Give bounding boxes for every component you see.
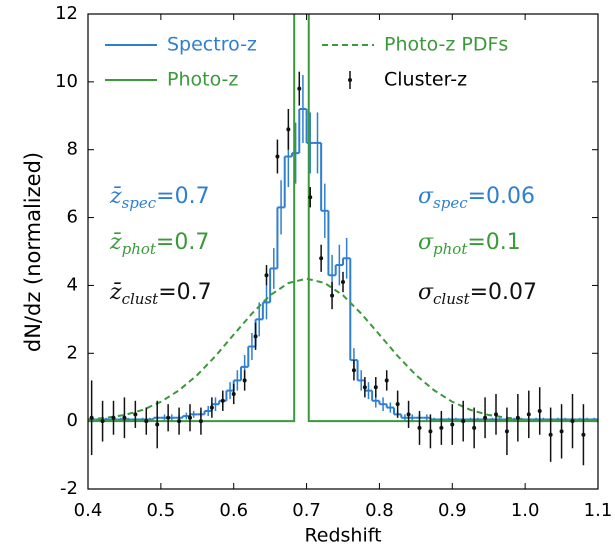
point xyxy=(570,419,575,424)
legend-label: Photo-z PDFs xyxy=(384,34,508,56)
y-axis-label: dN/dz (normalized) xyxy=(21,152,45,352)
x-tick-label: 0.6 xyxy=(219,500,248,521)
x-tick-label: 0.8 xyxy=(365,500,394,521)
y-tick-label: 0 xyxy=(67,410,78,431)
point xyxy=(515,415,520,420)
point xyxy=(548,432,553,437)
point xyxy=(373,385,378,390)
y-tick-label: 6 xyxy=(67,207,78,228)
x-tick-label: 1.0 xyxy=(511,500,540,521)
point xyxy=(494,412,498,417)
point xyxy=(526,412,531,417)
point xyxy=(297,86,302,91)
point xyxy=(155,422,160,427)
point xyxy=(450,422,455,427)
y-tick-label: 2 xyxy=(67,342,78,363)
annotation-value: =0.1 xyxy=(467,230,520,255)
point xyxy=(428,429,433,434)
annotation-symbol: σ xyxy=(418,184,434,209)
point xyxy=(198,419,203,424)
annotation-value: =0.7 xyxy=(158,280,211,305)
point xyxy=(461,419,466,424)
point xyxy=(417,425,422,430)
annotation-symbol: σ xyxy=(418,230,434,255)
point xyxy=(504,429,509,434)
legend-swatch xyxy=(348,78,352,82)
point xyxy=(220,398,225,403)
annotation: z̄spec=0.7 xyxy=(109,184,210,212)
annotation-symbol: z̄ xyxy=(109,230,122,255)
annotation-subscript: phot xyxy=(433,240,468,258)
point xyxy=(111,415,116,420)
annotation: z̄phot=0.7 xyxy=(109,230,209,258)
annotation-symbol: z̄ xyxy=(109,184,122,209)
point xyxy=(384,378,389,383)
point xyxy=(439,425,444,430)
line xyxy=(88,14,598,423)
x-tick-label: 0.4 xyxy=(74,500,103,521)
annotation-value: =0.7 xyxy=(156,184,209,209)
annotation-subscript: clust xyxy=(433,290,471,308)
annotation-symbol: σ xyxy=(418,280,434,305)
y-tick-label: 4 xyxy=(67,274,78,295)
point xyxy=(581,432,586,437)
plot-frame xyxy=(87,13,599,490)
point xyxy=(351,368,356,373)
point xyxy=(209,405,214,410)
legend-label: Cluster-z xyxy=(384,69,467,91)
legend-label: Photo-z xyxy=(167,69,238,91)
point xyxy=(472,425,477,430)
point xyxy=(483,415,488,420)
point xyxy=(286,127,291,132)
point xyxy=(395,402,400,407)
point xyxy=(133,412,138,417)
point xyxy=(144,419,149,424)
point xyxy=(319,256,324,261)
y-tick-label: 8 xyxy=(67,139,78,160)
point xyxy=(100,419,105,424)
x-tick-label: 0.7 xyxy=(292,500,321,521)
annotation-symbol: z̄ xyxy=(109,280,122,305)
point xyxy=(559,429,564,434)
point xyxy=(231,392,236,396)
annotation-value: =0.07 xyxy=(470,280,537,305)
point xyxy=(330,293,335,298)
point xyxy=(242,378,247,383)
point xyxy=(253,334,258,339)
plot-area xyxy=(88,14,598,466)
annotation-value: =0.06 xyxy=(468,184,535,209)
point xyxy=(537,408,542,413)
annotation-subscript: spec xyxy=(122,194,157,212)
annotation: σclust=0.07 xyxy=(418,280,537,308)
annotation-subscript: phot xyxy=(122,240,157,258)
x-tick-label: 0.9 xyxy=(438,500,467,521)
legend-label: Spectro-z xyxy=(167,34,257,56)
point xyxy=(275,154,280,159)
annotation-value: =0.7 xyxy=(156,230,209,255)
point xyxy=(177,419,182,424)
y-tick-label: 12 xyxy=(55,3,78,24)
x-tick-label: 1.1 xyxy=(584,500,613,521)
y-tick-label: 10 xyxy=(55,71,78,92)
annotation-subscript: spec xyxy=(433,194,468,212)
point xyxy=(362,385,367,390)
point xyxy=(341,280,345,285)
annotation-subscript: clust xyxy=(122,290,160,308)
point xyxy=(122,415,127,420)
point xyxy=(188,415,192,420)
x-tick-label: 0.5 xyxy=(147,500,176,521)
line xyxy=(88,277,598,423)
annotation: z̄clust=0.7 xyxy=(109,280,212,308)
point xyxy=(89,415,94,420)
point xyxy=(264,273,269,278)
point xyxy=(308,195,313,200)
point xyxy=(406,412,411,417)
point xyxy=(166,415,171,420)
x-axis-label: Redshift xyxy=(304,525,381,547)
annotation: σspec=0.06 xyxy=(418,184,535,212)
y-tick-label: -2 xyxy=(60,478,78,499)
annotation: σphot=0.1 xyxy=(418,230,521,258)
